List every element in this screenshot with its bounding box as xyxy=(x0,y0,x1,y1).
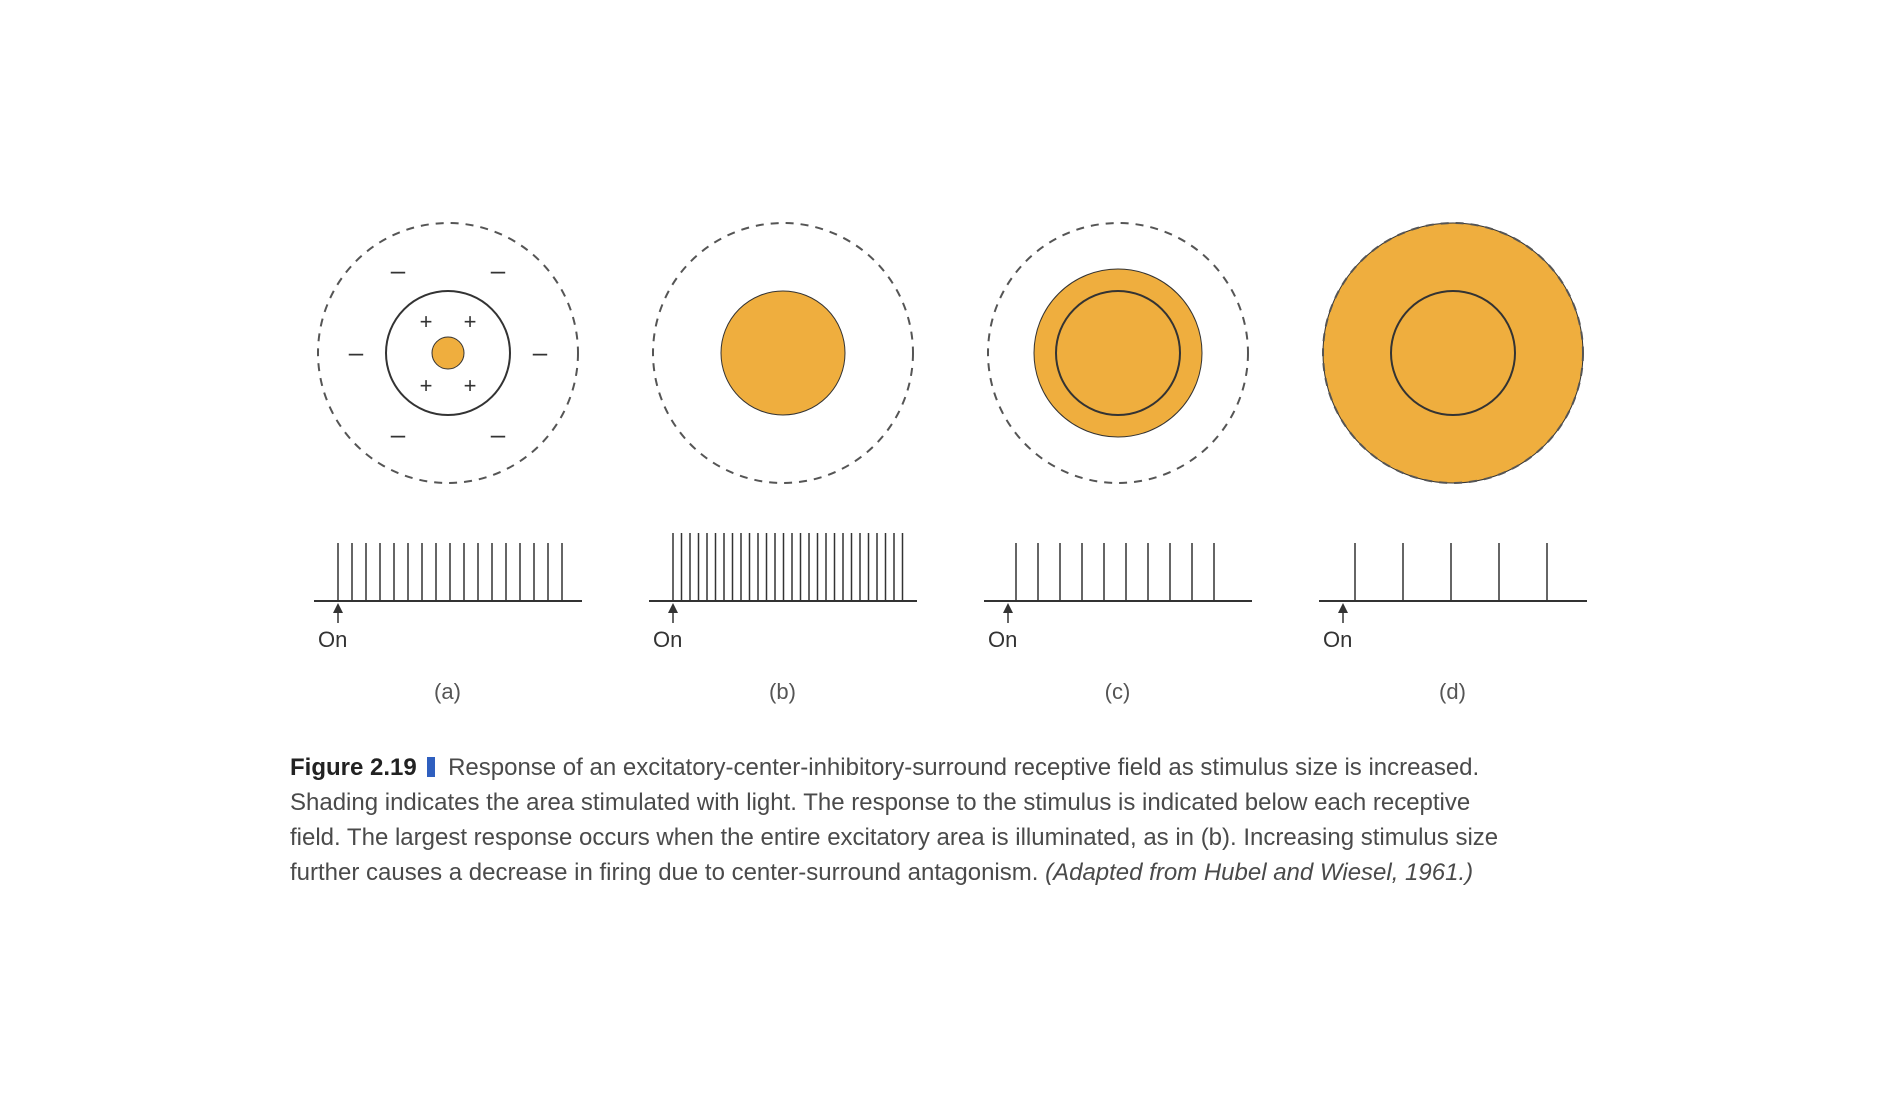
plus-icon: + xyxy=(419,309,432,334)
stimulus-disc xyxy=(1323,223,1583,483)
on-label: On xyxy=(653,627,682,653)
minus-icon: – xyxy=(390,419,405,449)
plus-icon: + xyxy=(463,309,476,334)
minus-icon: – xyxy=(390,255,405,285)
on-label: On xyxy=(1323,627,1352,653)
spike-train-d xyxy=(1313,523,1593,623)
figure-container: ++++––––––On(a)On(b)On(c)On(d) Figure 2.… xyxy=(290,213,1610,890)
stimulus-disc xyxy=(432,337,464,369)
panel-letter: (d) xyxy=(1439,679,1466,705)
receptive-field-b xyxy=(643,213,923,493)
on-arrow-head-icon xyxy=(1003,603,1013,613)
panels-row: ++++––––––On(a)On(b)On(c)On(d) xyxy=(290,213,1610,705)
on-arrow-head-icon xyxy=(668,603,678,613)
receptive-field-c xyxy=(978,213,1258,493)
panel-letter: (c) xyxy=(1105,679,1131,705)
receptive-field-d xyxy=(1313,213,1593,493)
on-arrow-head-icon xyxy=(1338,603,1348,613)
minus-icon: – xyxy=(532,337,547,367)
on-label: On xyxy=(988,627,1017,653)
spike-train-c xyxy=(978,523,1258,623)
figure-caption: Figure 2.19 Response of an excitatory-ce… xyxy=(290,751,1510,890)
caption-attribution: (Adapted from Hubel and Wiesel, 1961.) xyxy=(1045,859,1473,886)
plus-icon: + xyxy=(419,373,432,398)
plus-icon: + xyxy=(463,373,476,398)
panel-letter: (b) xyxy=(769,679,796,705)
panel-d: On (d) xyxy=(1295,213,1610,705)
figure-number: Figure 2.19 xyxy=(290,754,417,781)
on-arrow-head-icon xyxy=(333,603,343,613)
on-label: On xyxy=(318,627,347,653)
panel-letter: (a) xyxy=(434,679,461,705)
minus-icon: – xyxy=(490,419,505,449)
panel-c: On (c) xyxy=(960,213,1275,705)
figure-marker-icon xyxy=(427,757,435,777)
stimulus-disc xyxy=(721,291,845,415)
spike-train-b xyxy=(643,523,923,623)
stimulus-disc xyxy=(1034,269,1202,437)
panel-a: ++++––––––On(a) xyxy=(290,213,605,705)
minus-icon: – xyxy=(348,337,363,367)
receptive-field-a: ++++–––––– xyxy=(308,213,588,493)
minus-icon: – xyxy=(490,255,505,285)
spike-train-a xyxy=(308,523,588,623)
panel-b: On (b) xyxy=(625,213,940,705)
